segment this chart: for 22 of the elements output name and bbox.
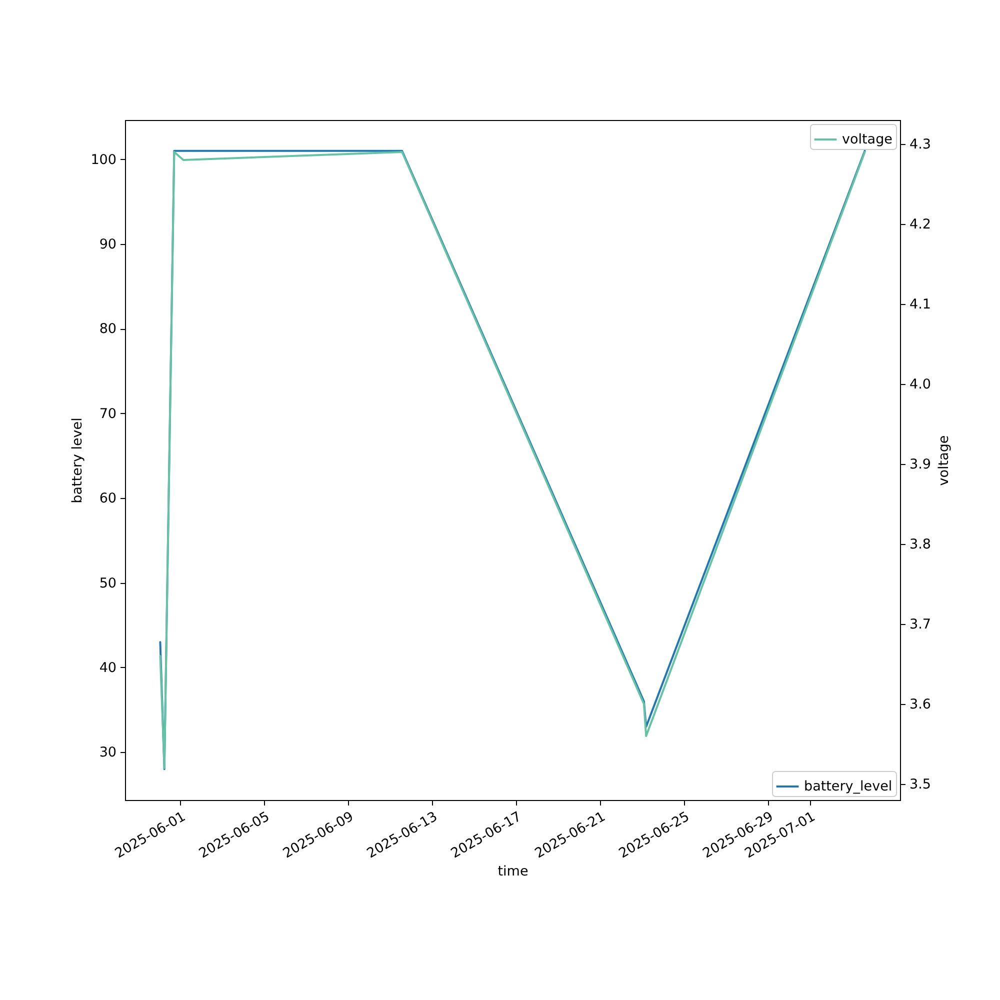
x-axis-title: time: [498, 863, 528, 880]
y-tick-label: 40: [99, 660, 116, 676]
y-tick-label: 30: [99, 744, 116, 761]
y-tick-label: 50: [99, 575, 116, 592]
legend-label: voltage: [842, 132, 892, 148]
y-tick-label: 60: [99, 490, 116, 507]
y2-tick-label: 4.1: [910, 296, 931, 312]
legend-label: battery_level: [804, 778, 892, 794]
y2-tick-label: 4.2: [910, 216, 931, 232]
y-tick-label: 100: [90, 152, 116, 168]
y2-tick-label: 3.5: [910, 776, 931, 792]
y-tick-label: 80: [99, 321, 116, 338]
y2-tick-label: 4.3: [910, 136, 931, 152]
y2-tick-label: 4.0: [910, 376, 931, 392]
y2-tick-label: 3.7: [910, 616, 931, 632]
y-tick-label: 90: [99, 236, 116, 253]
y2-tick-label: 3.9: [910, 456, 931, 472]
y2-tick-label: 3.8: [910, 536, 931, 552]
y-tick-label: 70: [99, 406, 116, 422]
y2-axis-title: voltage: [936, 435, 952, 486]
y-axis-title: battery level: [70, 418, 86, 504]
y2-tick-label: 3.6: [910, 696, 931, 712]
